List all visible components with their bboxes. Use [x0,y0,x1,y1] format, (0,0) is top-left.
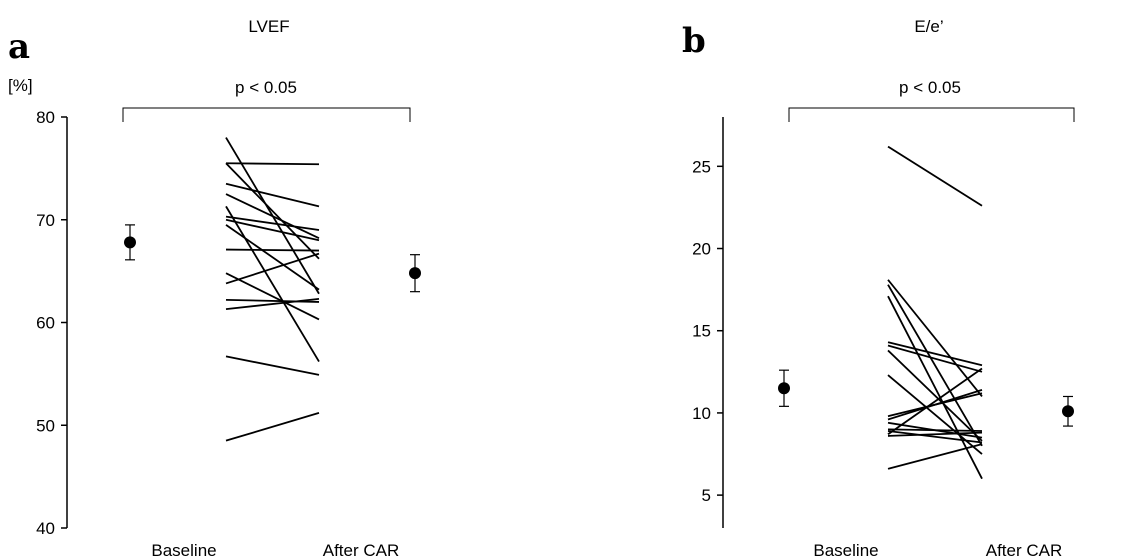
mean-point [778,382,790,395]
x-category-label: Baseline [813,541,878,560]
subject-line [225,205,320,363]
subject-line [225,162,320,166]
subject-line [887,389,983,421]
subject-line [225,298,320,303]
panel-b-ee-ratio: b E/e’ p < 0.05 5 10 15 20 25 Baseline After C… [682,17,1075,560]
panel-a-lvef: a LVEF [%] p < 0.05 40 50 60 70 80 Baseline Af… [8,17,421,560]
panel-b-p-value: p < 0.05 [899,78,961,97]
subject-line [225,162,320,260]
panel-b-title: E/e’ [914,17,943,36]
subject-line [887,443,983,470]
subject-line [225,412,320,442]
subject-line [225,224,320,291]
panel-a-letter: a [8,27,30,67]
panel-b-plot-area: 5 10 15 20 25 Baseline After CAR [692,107,1075,560]
x-category-label: After CAR [323,541,400,560]
subject-line [225,272,320,321]
y-tick-label: 70 [36,211,55,230]
subject-line [887,284,983,447]
panel-a-title: LVEF [248,17,289,36]
subject-line [887,145,983,207]
subject-line [887,344,983,373]
y-tick-label: 60 [36,314,55,333]
mean-point [409,267,421,280]
subject-line [225,193,320,240]
subject-line [887,367,983,436]
subject-line [887,431,983,437]
subject-line [225,252,320,285]
subject-line [225,218,320,242]
mean-point [1062,405,1074,418]
y-tick-label: 5 [702,486,711,505]
panel-a-unit-label: [%] [8,76,33,95]
subject-line [887,430,983,444]
subject-line [225,182,320,208]
panel-a-p-value: p < 0.05 [235,78,297,97]
subject-line [225,355,320,376]
y-tick-label: 50 [36,416,55,435]
subject-line [887,428,983,432]
subject-line [887,349,983,442]
significance-bracket [122,107,411,122]
subject-line [887,279,983,398]
x-category-label: After CAR [986,541,1063,560]
y-tick-label: 40 [36,519,55,538]
panel-b-letter: b [682,21,706,61]
y-tick-label: 25 [692,157,711,176]
significance-bracket [788,107,1075,122]
x-category-label: Baseline [151,541,216,560]
subject-line [225,297,320,311]
y-tick-label: 20 [692,240,711,259]
subject-line [225,215,320,231]
panel-a-plot-area: 40 50 60 70 80 Baseline After CAR [36,107,421,560]
subject-line [887,341,983,367]
mean-point [124,236,136,249]
y-tick-label: 80 [36,108,55,127]
y-tick-label: 10 [692,404,711,423]
subject-line [225,248,320,252]
y-tick-label: 15 [692,322,711,341]
